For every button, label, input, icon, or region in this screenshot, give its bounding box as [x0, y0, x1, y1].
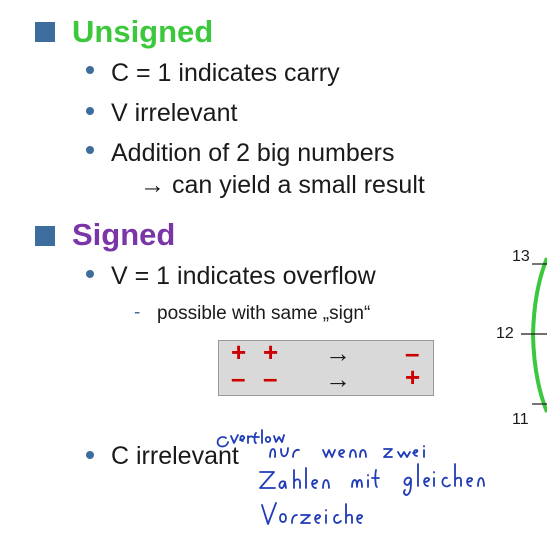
- sign-cell: +: [405, 362, 421, 392]
- unsigned-heading: Unsigned: [72, 14, 214, 49]
- unsigned-item-carry: C = 1 indicates carry: [111, 59, 340, 87]
- arrow-icon: →: [325, 338, 351, 368]
- section-bullet-signed: [35, 226, 55, 246]
- bullet-dot: [86, 146, 94, 154]
- sign-cell: +: [231, 337, 247, 367]
- signed-item-overflow: V = 1 indicates overflow: [111, 262, 376, 290]
- bullet-dot: [86, 451, 94, 459]
- sign-cell: +: [263, 337, 279, 367]
- bullet-dot: [86, 270, 94, 278]
- signed-heading: Signed: [72, 217, 176, 252]
- arrow-icon: →: [325, 364, 351, 394]
- section-bullet-unsigned: [35, 22, 55, 42]
- signed-item-c: C irrelevant: [111, 442, 239, 470]
- sign-cell: –: [263, 363, 278, 393]
- unsigned-item-v: V irrelevant: [111, 99, 238, 127]
- sub-bullet-dash: -: [134, 302, 141, 323]
- unsigned-item-addition: Addition of 2 big numbers: [111, 139, 395, 167]
- sign-cell: –: [405, 338, 420, 368]
- unsigned-item-result: → can yield a small result: [140, 171, 425, 199]
- circle-label-13: 13: [512, 248, 530, 265]
- sign-table: + + → – – – → +: [218, 337, 434, 396]
- bullet-dot: [86, 107, 94, 115]
- circle-label-11: 11: [512, 411, 529, 428]
- signed-sub-item: possible with same „sign“: [157, 303, 371, 324]
- sign-cell: –: [231, 363, 246, 393]
- bullet-dot: [86, 66, 94, 74]
- circle-label-12: 12: [496, 325, 514, 342]
